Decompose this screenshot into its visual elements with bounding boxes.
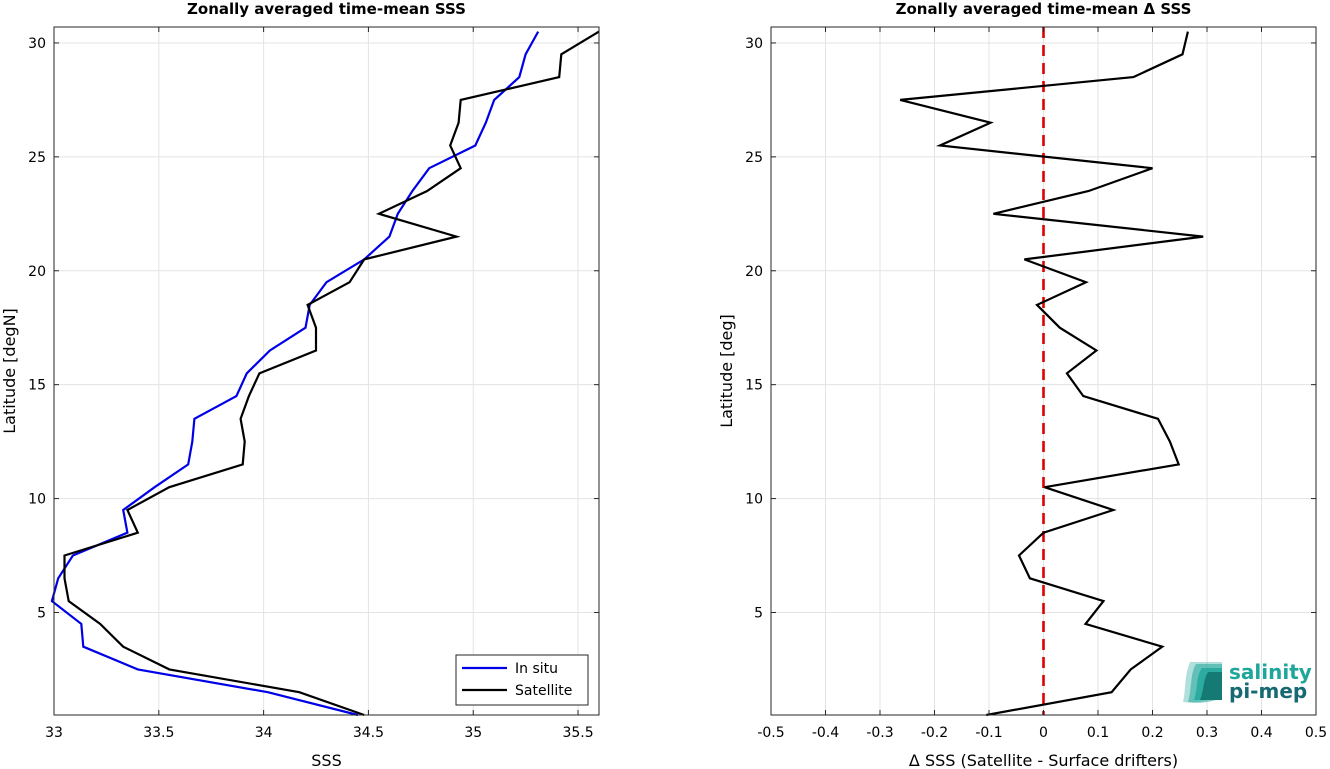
- logo-line1: salinity: [1229, 660, 1312, 684]
- delta-sss-series-line-delta: [899, 31, 1204, 717]
- delta-sss-x-tick-label: 0.2: [1141, 725, 1163, 741]
- delta-sss-x-tick-label: -0.3: [866, 725, 893, 741]
- sss-y-tick-label: 5: [37, 605, 46, 621]
- delta-sss-chart-title: Zonally averaged time-mean Δ SSS: [896, 0, 1192, 18]
- delta-sss-lines: [899, 27, 1204, 717]
- sss-y-tick-label: 20: [28, 264, 46, 280]
- delta-sss-x-tick-label: 0.1: [1087, 725, 1109, 741]
- logo-wave-icon: [1183, 662, 1222, 703]
- sss-grid: [53, 27, 599, 715]
- delta-sss-x-tick-label: -0.5: [757, 725, 784, 741]
- legend-box: [455, 654, 589, 706]
- sss-x-tick-label: 35: [464, 725, 482, 741]
- sss-x-tick-label: 35.5: [562, 725, 593, 741]
- delta-sss-y-tick-label: 15: [745, 378, 763, 394]
- sss-panel: 33 33.5 34 34.5 35 35.5 5 10 15 20 25 30 Zonally av…: [0, 0, 600, 769]
- sss-x-tick-label: 33: [45, 725, 63, 741]
- sss-y-tick-label: 10: [28, 492, 46, 508]
- salinity-pi-mep-logo: salinity pi-mep: [1183, 660, 1312, 703]
- delta-sss-ticks: -0.5 -0.4 -0.3 -0.2 -0.1 0 0.1 0.2 0.3 0.4 0.5 5 10 1…: [745, 27, 1327, 741]
- sss-y-tick-label: 30: [28, 36, 46, 52]
- delta-sss-panel: -0.5 -0.4 -0.3 -0.2 -0.1 0 0.1 0.2 0.3 0.4 0.5 5 10 1…: [717, 0, 1327, 769]
- delta-sss-x-tick-label: 0.4: [1250, 725, 1272, 741]
- logo-line2: pi-mep: [1229, 679, 1307, 703]
- sss-series-line-satellite: [63, 30, 600, 717]
- delta-sss-y-tick-label: 20: [745, 264, 763, 280]
- delta-sss-y-tick-label: 30: [745, 36, 763, 52]
- sss-ticks: 33 33.5 34 34.5 35 35.5 5 10 15 20 25 30: [28, 27, 599, 741]
- sss-lines: [50, 30, 600, 717]
- sss-x-tick-label: 34.5: [353, 725, 384, 741]
- delta-sss-y-tick-label: 25: [745, 150, 763, 166]
- legend-label-in-situ: In situ: [515, 661, 558, 677]
- sss-x-axis-label: SSS: [311, 751, 341, 769]
- sss-x-tick-label: 33.5: [143, 725, 174, 741]
- sss-chart-title: Zonally averaged time-mean SSS: [187, 0, 466, 18]
- delta-sss-x-tick-label: -0.4: [812, 725, 839, 741]
- delta-sss-x-tick-label: -0.2: [921, 725, 948, 741]
- sss-series-line-in-situ: [50, 31, 540, 717]
- legend: In situ Satellite: [455, 654, 589, 706]
- delta-sss-x-axis-label: Δ SSS (Satellite - Surface drifters): [909, 751, 1178, 769]
- sss-y-tick-label: 25: [28, 150, 46, 166]
- sss-y-tick-label: 15: [28, 378, 46, 394]
- delta-sss-y-axis-label: Latitude [deg]: [717, 314, 736, 428]
- delta-sss-x-tick-label: 0: [1039, 725, 1048, 741]
- sss-plot-frame: [53, 26, 600, 716]
- legend-label-satellite: Satellite: [515, 683, 572, 699]
- delta-sss-x-tick-label: 0.5: [1305, 725, 1327, 741]
- sss-y-axis-label: Latitude [degN]: [0, 308, 19, 434]
- delta-sss-y-tick-label: 10: [745, 492, 763, 508]
- delta-sss-x-tick-label: 0.3: [1196, 725, 1218, 741]
- delta-sss-x-tick-label: -0.1: [975, 725, 1002, 741]
- sss-x-tick-label: 34: [255, 725, 273, 741]
- delta-sss-y-tick-label: 5: [754, 605, 763, 621]
